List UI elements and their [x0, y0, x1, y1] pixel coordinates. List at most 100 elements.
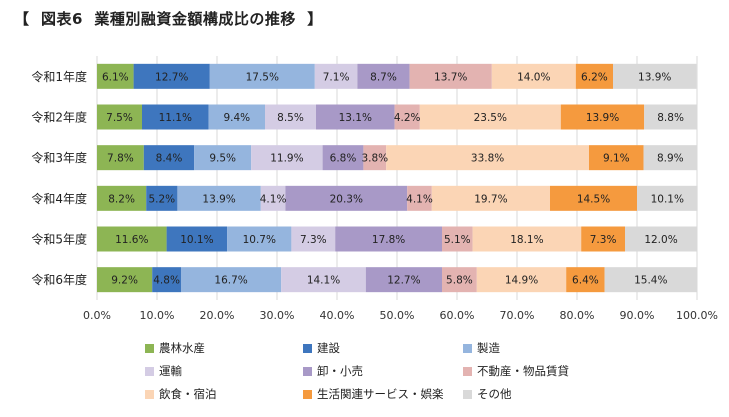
bar-segment: [472, 226, 582, 252]
data-label: 14.5%: [577, 193, 610, 205]
bar-segment: [386, 145, 589, 171]
grid-layer: [96, 56, 698, 300]
data-label: 13.9%: [586, 112, 619, 124]
bar-segment: [97, 63, 134, 89]
bar-segment: [560, 104, 645, 130]
data-label: 9.1%: [603, 153, 630, 165]
bar-segment: [209, 63, 315, 89]
data-label: 20.3%: [330, 193, 363, 205]
data-label: 19.7%: [474, 193, 507, 205]
bar-segment: [97, 226, 167, 252]
legend-swatch: [145, 389, 154, 399]
data-label: 14.1%: [307, 275, 340, 287]
labels-layer: 6.1% 12.7% 17.5% 7.1% 8.7% 13.7% 14.0% 6.2% 13.9…: [102, 71, 684, 286]
data-label: 4.2%: [394, 112, 421, 124]
bar-segment: [644, 104, 697, 130]
data-label: 9.2%: [111, 275, 138, 287]
bar-segment: [575, 63, 613, 89]
data-label: 11.6%: [115, 234, 148, 246]
bar-segment: [476, 267, 567, 293]
data-label: 4.1%: [406, 193, 433, 205]
bar-segment: [208, 104, 265, 130]
data-label: 33.8%: [471, 153, 504, 165]
bar-segment: [566, 267, 605, 293]
bar-segment: [265, 104, 316, 130]
data-label: 12.7%: [155, 71, 188, 83]
data-label: 14.0%: [517, 71, 550, 83]
bar-segment: [491, 63, 576, 89]
bar-segment: [146, 185, 178, 211]
data-label: 15.4%: [634, 275, 667, 287]
bar-segment: [177, 185, 261, 211]
bar-segment: [407, 185, 432, 211]
bar-segment: [260, 185, 286, 211]
x-tick-label: 80.0%: [560, 309, 595, 322]
bar-segment: [625, 226, 697, 252]
x-tick-label: 60.0%: [440, 309, 475, 322]
bar-segment: [322, 145, 364, 171]
data-label: 11.1%: [159, 112, 192, 124]
x-tick-label: 50.0%: [380, 309, 415, 322]
data-label: 23.5%: [474, 112, 507, 124]
x-tick-label: 20.0%: [200, 309, 235, 322]
bar-segment: [613, 63, 697, 89]
bar-segment: [581, 226, 625, 252]
data-label: 13.7%: [434, 71, 467, 83]
category-label: 令和6年度: [31, 272, 87, 287]
x-tick-label: 40.0%: [320, 309, 355, 322]
legend-item: 運輸: [145, 363, 182, 379]
bar-segment: [637, 185, 698, 211]
data-label: 12.7%: [387, 275, 420, 287]
data-label: 5.8%: [446, 275, 473, 287]
bar-segment: [97, 267, 153, 293]
data-label: 9.5%: [209, 153, 236, 165]
legend: 農林水産 建設 製造 運輸 卸・小売 不動産・物品賃貸 飲食・宿泊 生活関連サービス・娯楽 その…: [145, 338, 615, 408]
legend-swatch: [303, 343, 312, 353]
legend-label: 不動産・物品賃貸: [477, 364, 569, 378]
bar-segment: [97, 145, 144, 171]
bars-layer: [97, 63, 698, 293]
data-label: 17.5%: [246, 71, 279, 83]
data-label: 10.1%: [651, 193, 684, 205]
bar-segment: [335, 226, 442, 252]
data-label: 16.7%: [214, 275, 247, 287]
category-label: 令和5年度: [31, 232, 87, 247]
legend-item: 製造: [463, 340, 500, 356]
bar-segment: [97, 185, 147, 211]
category-label: 令和1年度: [31, 69, 87, 84]
category-label: 令和2年度: [31, 110, 87, 125]
bar-segment: [314, 63, 358, 89]
data-label: 5.1%: [444, 234, 471, 246]
x-tick-label: 30.0%: [260, 309, 295, 322]
data-label: 13.9%: [202, 193, 235, 205]
legend-label: 建設: [317, 341, 340, 355]
data-label: 11.9%: [270, 153, 303, 165]
bar-segment: [589, 145, 644, 171]
data-label: 6.1%: [102, 71, 129, 83]
data-label: 7.5%: [106, 112, 133, 124]
bar-segment: [316, 104, 395, 130]
legend-swatch: [303, 389, 312, 399]
legend-swatch: [145, 366, 154, 376]
bar-segment: [166, 226, 228, 252]
bar-segment: [194, 145, 252, 171]
bar-segment: [97, 104, 142, 130]
data-label: 5.2%: [148, 193, 175, 205]
bar-segment: [291, 226, 336, 252]
legend-label: 生活関連サービス・娯楽: [317, 387, 444, 401]
legend-label: 運輸: [159, 364, 182, 378]
data-label: 8.9%: [657, 153, 684, 165]
chart-title: 【 図表6 業種別融資金額構成比の推移 】: [14, 10, 323, 28]
legend-item: 飲食・宿泊: [145, 386, 217, 402]
bar-segment: [442, 226, 473, 252]
bar-segment: [251, 145, 323, 171]
data-label: 7.8%: [107, 153, 134, 165]
bar-segment: [357, 63, 410, 89]
bar-segment: [604, 267, 697, 293]
bar-segment: [419, 104, 561, 130]
data-label: 9.4%: [223, 112, 250, 124]
data-label: 7.1%: [323, 71, 350, 83]
bar-segment: [143, 145, 195, 171]
legend-item: 不動産・物品賃貸: [463, 363, 569, 379]
